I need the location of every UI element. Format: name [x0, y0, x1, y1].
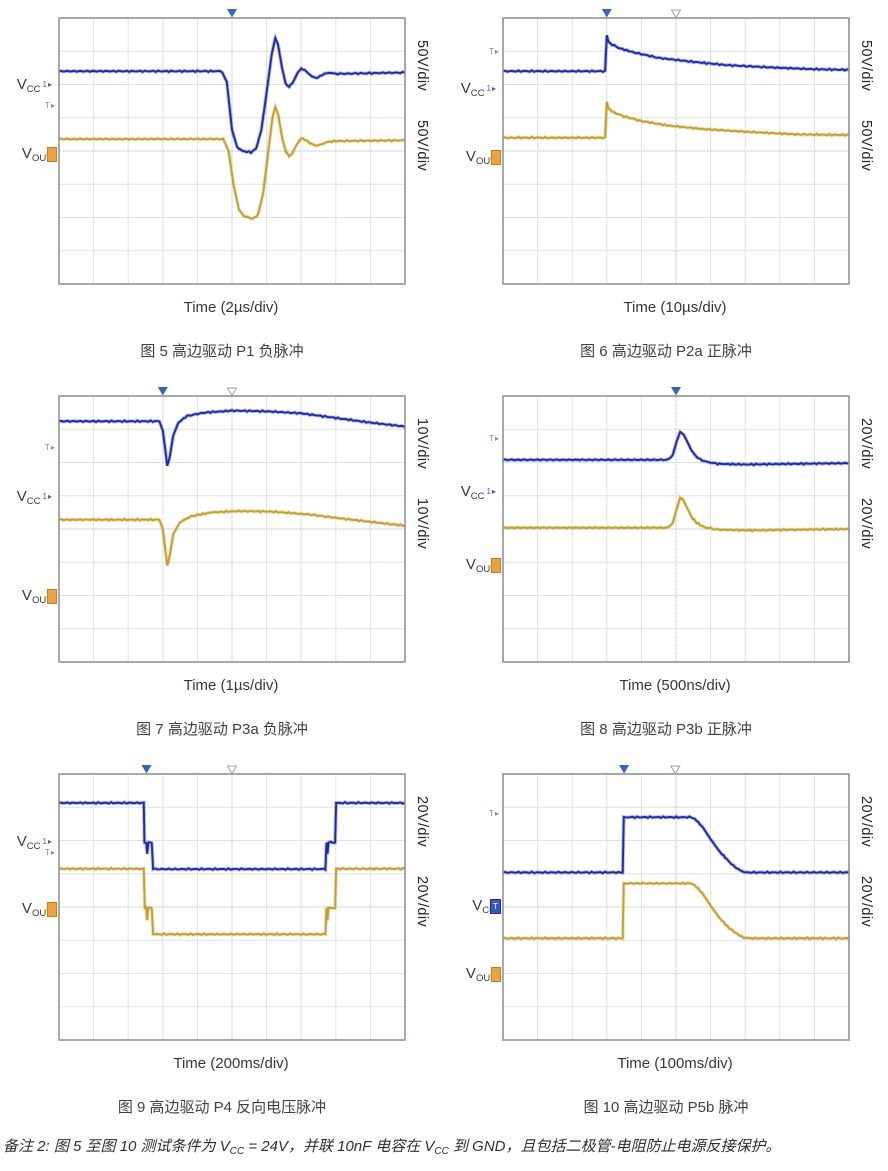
- time-axis-label: Time (10µs/div): [623, 299, 727, 316]
- channel2-marker-icon: [47, 147, 57, 162]
- vcc-channel-label: VCC 1: [0, 75, 52, 100]
- figure-panel-10: VCC T VOUT T 20V/div 20V/div Time (100ms…: [444, 756, 888, 1134]
- channel1-marker-icon: 1: [43, 837, 52, 846]
- vout-label-text: V: [465, 148, 476, 165]
- vcc-label-sub: CC: [470, 88, 485, 99]
- channel2-marker-icon: [47, 589, 57, 604]
- vout-channel-label: VOUT: [0, 899, 52, 924]
- figure-caption: 图 9 高边驱动 P4 反向电压脉冲: [117, 1099, 327, 1116]
- figure-caption: 图 10 高边驱动 P5b 脉冲: [583, 1099, 749, 1116]
- vcc-label-text: V: [460, 483, 471, 500]
- footnote-text: 到 GND，且包括二极管-电阻防止电源反接保护。: [448, 1138, 781, 1155]
- vcc-channel-label: VCC 1: [444, 79, 496, 104]
- vout-label-sub: OUT: [475, 973, 496, 984]
- vout-label-sub: OUT: [475, 564, 496, 575]
- trigger-level-icon: T: [489, 47, 499, 57]
- vcc-channel-label: VCC 1: [444, 482, 496, 507]
- vout-channel-label: VOUT: [444, 147, 496, 172]
- vcc-label-sub: CC: [26, 496, 41, 507]
- oscilloscope-plot: [58, 9, 406, 285]
- figure-caption: 图 5 高边驱动 P1 负脉冲: [140, 343, 304, 360]
- footnote-sub: CC: [229, 1146, 245, 1157]
- trigger-level-icon: T: [45, 848, 55, 858]
- oscilloscope-plot: [502, 387, 850, 663]
- oscilloscope-plot: [58, 387, 406, 663]
- voltage-scale-label-top: 10V/div: [414, 418, 430, 470]
- vcc-channel-label: VCC 1: [0, 832, 52, 857]
- channel2-marker-icon: [491, 967, 501, 982]
- channel1-marker-icon: 1: [43, 80, 52, 89]
- vout-label-sub: OUT: [31, 595, 52, 606]
- channel2-marker-icon: [491, 150, 501, 165]
- vcc-channel-label: VCC: [444, 896, 496, 921]
- channel1-marker-icon: 1: [487, 84, 496, 93]
- figure-caption: 图 7 高边驱动 P3a 负脉冲: [136, 721, 308, 738]
- vout-label-sub: OUT: [31, 153, 52, 164]
- vcc-channel-label: VCC 1: [0, 487, 52, 512]
- voltage-scale-label-top: 20V/div: [858, 418, 874, 470]
- footnote-text: 备注 2: 图 5 至图 10 测试条件为 V: [3, 1138, 230, 1155]
- vout-label-sub: OUT: [31, 908, 52, 919]
- vcc-label-sub: CC: [26, 84, 41, 95]
- time-axis-label: Time (200ms/div): [173, 1055, 289, 1072]
- oscilloscope-plot: [58, 765, 406, 1041]
- voltage-scale-label-top: 20V/div: [414, 796, 430, 848]
- vout-label-text: V: [465, 556, 476, 573]
- vout-channel-label: VOUT: [0, 144, 52, 169]
- vcc-label-sub: CC: [26, 841, 41, 852]
- voltage-scale-label-bottom: 20V/div: [858, 498, 874, 550]
- vcc-label-text: V: [16, 488, 27, 505]
- vout-channel-label: VOUT: [0, 586, 52, 611]
- channel1-marker-icon: 1: [487, 487, 496, 496]
- vcc-label-text: V: [16, 833, 27, 850]
- vout-channel-label: VOUT: [444, 964, 496, 989]
- vcc-label-sub: CC: [470, 491, 485, 502]
- voltage-scale-label-bottom: 20V/div: [858, 876, 874, 928]
- voltage-scale-label-bottom: 10V/div: [414, 498, 430, 550]
- vout-label-text: V: [21, 587, 32, 604]
- channel2-marker-icon: [47, 902, 57, 917]
- figure-caption: 图 8 高边驱动 P3b 正脉冲: [580, 721, 752, 738]
- vcc-label-sub: CC: [482, 905, 496, 916]
- channel2-marker-icon: [491, 558, 501, 573]
- vcc-label-text: V: [16, 76, 27, 93]
- oscilloscope-plot: [502, 765, 850, 1041]
- vout-label-sub: OUT: [475, 156, 496, 167]
- channel1-marker-icon: 1: [43, 492, 52, 501]
- time-axis-label: Time (2µs/div): [183, 299, 279, 316]
- voltage-scale-label-bottom: 50V/div: [858, 120, 874, 172]
- voltage-scale-label-top: 50V/div: [414, 40, 430, 92]
- trigger-level-icon: T: [489, 434, 499, 444]
- footnote-text: = 24V，并联 10nF 电容在 V: [244, 1138, 435, 1155]
- voltage-scale-label-top: 20V/div: [858, 796, 874, 848]
- time-axis-label: Time (100ms/div): [617, 1055, 733, 1072]
- trigger-level-icon: T: [489, 809, 499, 819]
- vout-channel-label: VOUT: [444, 555, 496, 580]
- figure-caption: 图 6 高边驱动 P2a 正脉冲: [580, 343, 752, 360]
- footnote-sub: CC: [434, 1146, 449, 1157]
- voltage-scale-label-top: 50V/div: [858, 40, 874, 92]
- voltage-scale-label-bottom: 50V/div: [414, 120, 430, 172]
- vcc-label-text: V: [460, 80, 471, 97]
- footnote: 备注 2: 图 5 至图 10 测试条件为 VCC = 24V，并联 10nF …: [3, 1136, 885, 1163]
- vcc-label-text: V: [472, 897, 483, 914]
- vout-label-text: V: [21, 900, 32, 917]
- trigger-box-icon: T: [490, 899, 501, 914]
- vout-label-text: V: [465, 965, 476, 982]
- trigger-level-icon: T: [45, 443, 55, 453]
- time-axis-label: Time (1µs/div): [183, 677, 279, 694]
- vout-label-text: V: [21, 145, 32, 162]
- time-axis-label: Time (500ns/div): [619, 677, 731, 694]
- oscilloscope-plot: [502, 9, 850, 285]
- voltage-scale-label-bottom: 20V/div: [414, 876, 430, 928]
- trigger-level-icon: T: [45, 101, 55, 111]
